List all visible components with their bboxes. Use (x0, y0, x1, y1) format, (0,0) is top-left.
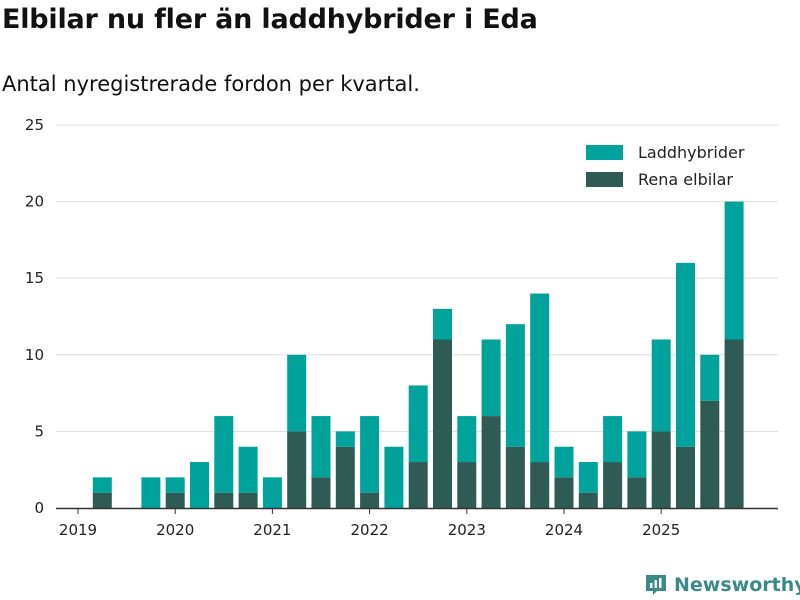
bar-laddhybrider (214, 416, 234, 493)
bar-laddhybrider (190, 462, 209, 508)
bar-laddhybrider (238, 446, 258, 493)
bar-rena-elbilar (408, 462, 428, 508)
legend-label-laddhybrider: Laddhybrider (638, 143, 745, 162)
bar-laddhybrider (433, 308, 452, 340)
bar-laddhybrider (481, 339, 501, 417)
y-tick-label: 0 (34, 499, 44, 517)
bar-laddhybrider (676, 262, 695, 447)
bar-rena-elbilar (603, 462, 623, 508)
bar-rena-elbilar (92, 492, 112, 508)
bar-rena-elbilar (627, 477, 647, 508)
x-tick-label: 2019 (59, 521, 97, 539)
y-tick-label: 5 (34, 422, 44, 440)
y-tick-label: 10 (25, 346, 44, 364)
bar-rena-elbilar (311, 477, 331, 508)
bar-rena-elbilar (554, 477, 574, 508)
bar-laddhybrider (165, 477, 185, 493)
bar-rena-elbilar (457, 462, 477, 508)
bar-rena-elbilar (481, 416, 501, 508)
x-axis: 2019 2020 2021 2022 2023 2024 2025 (56, 507, 778, 539)
y-tick-label: 20 (25, 193, 44, 211)
bar-rena-elbilar (651, 431, 671, 508)
legend-label-rena_elbilar: Rena elbilar (638, 170, 733, 189)
x-tick-label: 2024 (545, 521, 583, 539)
legend: Laddhybrider Rena elbilar (586, 143, 745, 189)
x-tick-label: 2020 (156, 521, 194, 539)
bar-rena-elbilar (700, 400, 720, 508)
bar-rena-elbilar (165, 492, 185, 508)
bar-laddhybrider (554, 446, 574, 478)
bar-rena-elbilar (505, 446, 525, 508)
x-tick-label: 2023 (448, 521, 486, 539)
bar-rena-elbilar (238, 492, 258, 508)
bar-laddhybrider (287, 354, 307, 432)
legend-swatch-rena_elbilar (586, 172, 623, 187)
bar-laddhybrider (92, 477, 112, 493)
bars (92, 201, 744, 508)
bar-laddhybrider (457, 416, 477, 463)
bar-rena-elbilar (724, 339, 744, 508)
x-tick-label: 2022 (351, 521, 389, 539)
chart-subtitle: Antal nyregistrerade fordon per kvartal. (2, 72, 420, 96)
y-axis-ticks: 0 5 10 15 20 25 (25, 116, 44, 517)
y-tick-label: 25 (25, 116, 44, 134)
newsworthy-logo: Newsworthy (644, 570, 800, 600)
bar-laddhybrider (700, 354, 720, 401)
bar-rena-elbilar (214, 492, 234, 508)
bar-laddhybrider (724, 201, 744, 340)
x-tick-label: 2021 (253, 521, 291, 539)
bar-laddhybrider (651, 339, 671, 432)
bar-rena-elbilar (335, 446, 355, 508)
bar-laddhybrider (530, 293, 550, 463)
chart-title: Elbilar nu fler än laddhybrider i Eda (2, 4, 538, 35)
bar-laddhybrider (335, 431, 355, 447)
bar-laddhybrider (408, 385, 428, 463)
bar-rena-elbilar (287, 431, 307, 508)
bar-laddhybrider (627, 431, 647, 478)
bar-laddhybrider (505, 324, 525, 447)
brand-name: Newsworthy (674, 574, 800, 596)
y-tick-label: 15 (25, 269, 44, 287)
bar-laddhybrider (360, 416, 380, 493)
bar-rena-elbilar (433, 339, 452, 508)
bar-laddhybrider (384, 446, 404, 508)
bar-rena-elbilar (578, 492, 598, 508)
bar-rena-elbilar (530, 462, 550, 508)
x-tick-label: 2025 (642, 521, 680, 539)
bar-rena-elbilar (676, 446, 695, 508)
newsworthy-icon (646, 575, 666, 595)
legend-swatch-laddhybrider (586, 145, 623, 160)
bar-rena-elbilar (360, 492, 380, 508)
bar-laddhybrider (141, 477, 161, 508)
bar-laddhybrider (311, 416, 331, 478)
bar-laddhybrider (603, 416, 623, 463)
bar-laddhybrider (262, 477, 282, 508)
bar-laddhybrider (578, 462, 598, 493)
